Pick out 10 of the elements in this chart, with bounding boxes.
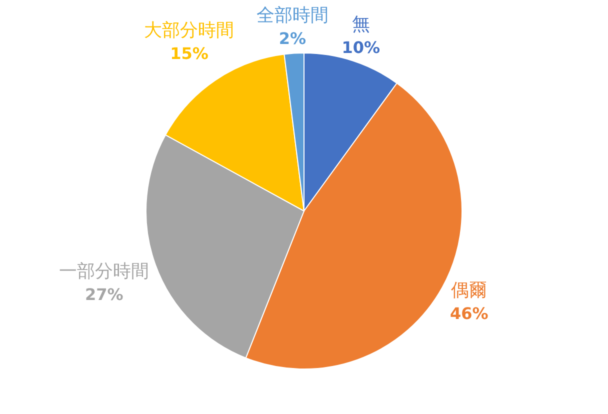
slice-label: 大部分時間 (144, 20, 234, 42)
slice-label: 偶爾 (451, 280, 488, 301)
data-label: 15% (170, 44, 208, 64)
data-label: 2% (278, 29, 306, 48)
slice-label: 無 (352, 14, 370, 36)
slice-label: 全部時間 (256, 5, 328, 26)
slice-label: 一部分時間 (59, 260, 150, 282)
data-label: 46% (450, 304, 488, 323)
data-label: 27% (84, 284, 124, 304)
data-label: 10% (342, 38, 380, 58)
